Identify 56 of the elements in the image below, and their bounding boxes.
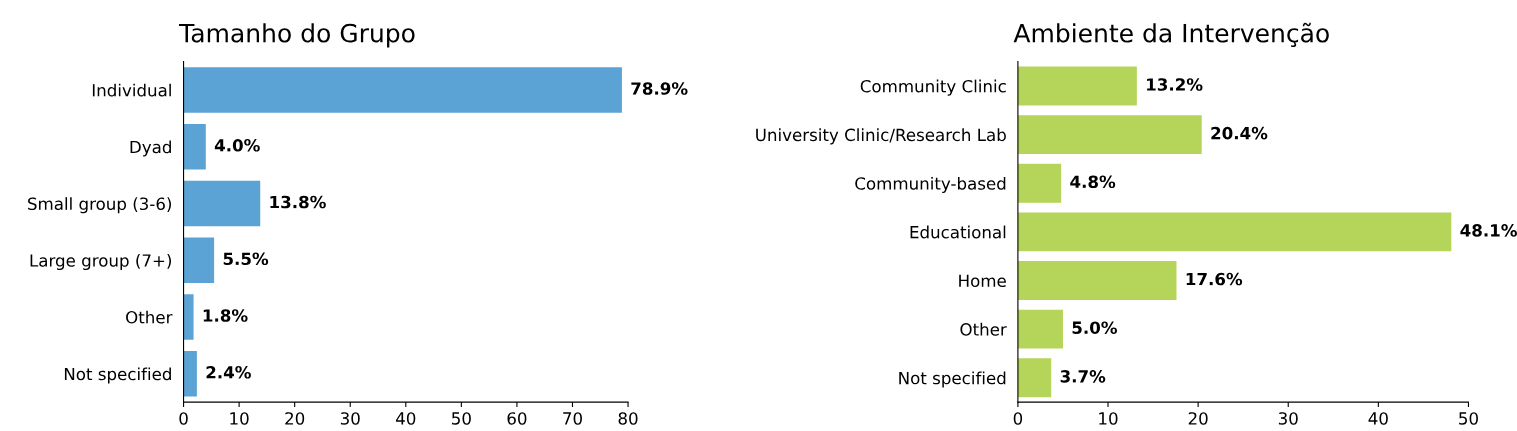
- x-tick-label: 50: [452, 412, 471, 425]
- y-tick-label: Other: [960, 322, 1007, 336]
- y-tick-label: Large group (7+): [30, 253, 172, 271]
- y-tick-label: University Clinic/Research Lab: [756, 128, 1006, 145]
- x-tick-label: 30: [1278, 412, 1298, 425]
- bar: [183, 294, 194, 340]
- y-tick-label: Dyad: [130, 140, 171, 157]
- x-tick-label: 70: [563, 412, 582, 425]
- y-tick-label: Home: [959, 274, 1006, 288]
- x-tick-label: 30: [340, 412, 360, 425]
- data-label: 20.4%: [1211, 126, 1268, 140]
- bar: [1017, 66, 1137, 106]
- data-label: 4.8%: [1070, 175, 1116, 189]
- x-tick-label: 60: [507, 412, 527, 425]
- bar: [183, 67, 622, 113]
- bar: [183, 237, 215, 283]
- data-label: 5.0%: [1072, 321, 1117, 334]
- data-label: 13.8%: [270, 195, 326, 209]
- data-label: 1.8%: [203, 309, 248, 322]
- data-label: 5.5%: [223, 252, 269, 266]
- y-tick-label: Individual: [92, 83, 171, 97]
- y-tick-label: Educational: [910, 225, 1006, 239]
- data-label: 4.0%: [214, 138, 260, 152]
- bar: [1017, 212, 1452, 252]
- data-label: 78.9%: [631, 82, 688, 95]
- x-tick-label: 20: [285, 412, 305, 425]
- x-tick-label: 0: [1013, 412, 1023, 425]
- x-tick-label: 20: [1188, 412, 1208, 425]
- data-label: 48.1%: [1460, 224, 1517, 237]
- x-tick-label: 10: [1099, 412, 1118, 425]
- bar: [183, 351, 197, 397]
- y-tick-label: Community-based: [855, 176, 1006, 194]
- bar: [1017, 309, 1063, 349]
- bar: [1017, 358, 1052, 398]
- x-tick-label: 0: [179, 412, 188, 425]
- data-label: 13.2%: [1147, 78, 1203, 91]
- y-tick-label: Not specified: [899, 371, 1006, 388]
- data-label: 3.7%: [1060, 370, 1106, 383]
- bar: [1017, 163, 1062, 203]
- y-tick-label: Small group (3-6): [28, 197, 172, 214]
- x-tick-label: 40: [396, 412, 416, 425]
- chart-title: Tamanho do Grupo: [179, 23, 415, 48]
- x-tick-label: 10: [230, 412, 249, 425]
- y-tick-label: Not specified: [64, 367, 171, 384]
- bar: [1017, 261, 1177, 300]
- x-tick-label: 40: [1368, 412, 1388, 425]
- data-label: 17.6%: [1186, 272, 1243, 286]
- y-tick-label: Community Clinic: [860, 79, 1006, 96]
- x-tick-label: 50: [1459, 412, 1478, 425]
- bar: [1017, 115, 1202, 155]
- y-tick-label: Other: [126, 310, 173, 324]
- bar: [183, 124, 206, 170]
- x-tick-label: 80: [618, 412, 638, 425]
- bar: [183, 180, 261, 227]
- data-label: 2.4%: [206, 365, 251, 379]
- chart-title: Ambiente da Intervenção: [1013, 22, 1329, 48]
